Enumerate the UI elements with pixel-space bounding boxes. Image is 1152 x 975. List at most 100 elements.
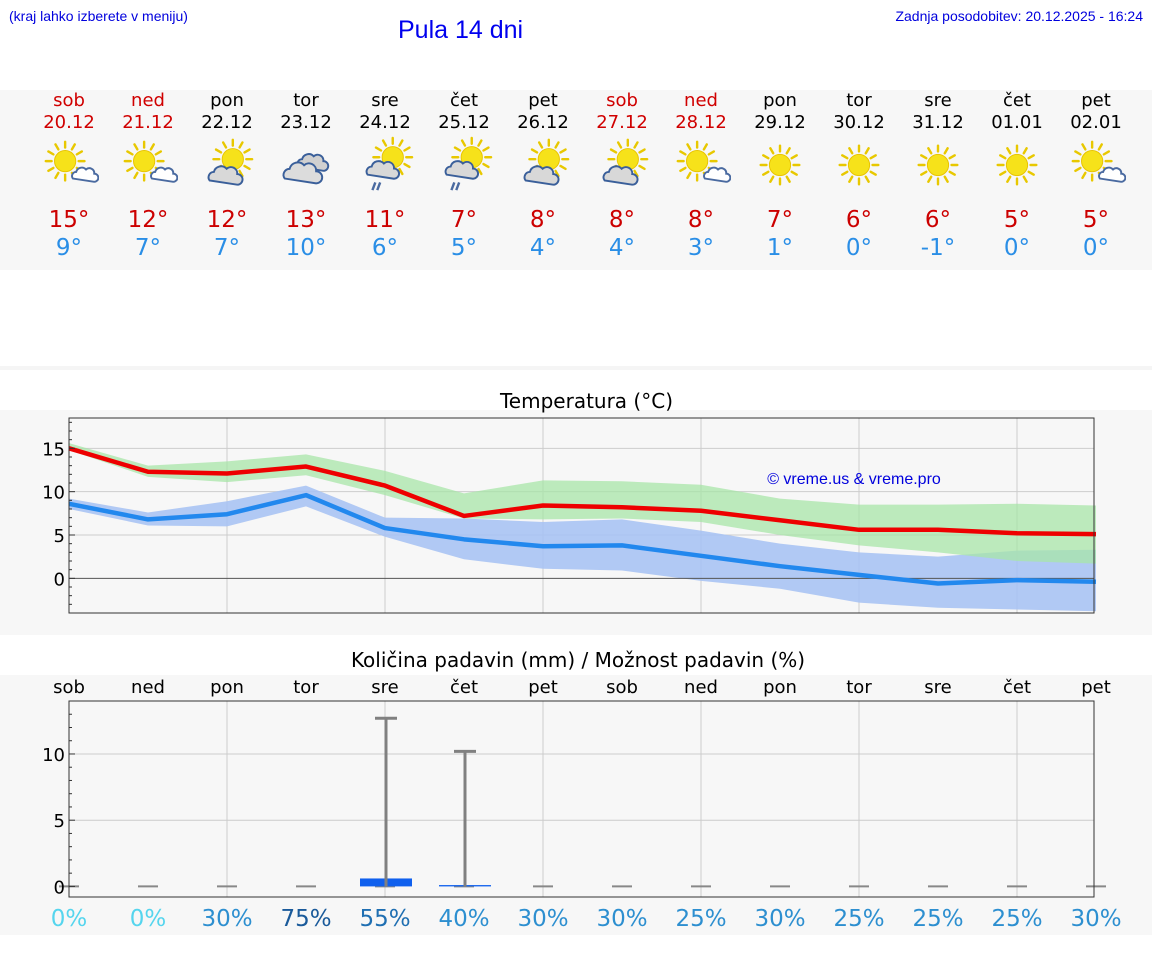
max-temperature: 7° — [766, 207, 794, 233]
day-name: pet — [1081, 90, 1111, 111]
sun-icon — [759, 144, 801, 186]
precipitation-y-tick-label: 10 — [42, 745, 65, 766]
day-column: sre 31.12 6° -1° — [898, 90, 978, 262]
min-temperature: 4° — [608, 235, 636, 261]
max-temperature: 5° — [1082, 207, 1110, 233]
day-name: sre — [924, 90, 952, 111]
max-temperature: 7° — [450, 207, 478, 233]
precipitation-day-label: sob — [53, 677, 85, 698]
min-temperature: 0° — [845, 235, 873, 261]
day-date: 01.01 — [991, 112, 1043, 133]
precipitation-probability-label: 30% — [517, 906, 568, 932]
temperature-y-tick-label: 10 — [42, 483, 65, 504]
sun-cloud-icon — [123, 140, 178, 183]
day-date: 22.12 — [201, 112, 253, 133]
precipitation-frame — [68, 700, 1095, 898]
precipitation-probability-label: 30% — [201, 906, 252, 932]
min-temperature: -1° — [920, 235, 956, 261]
min-temperature: 1° — [766, 235, 794, 261]
sun-icon — [917, 144, 959, 186]
sun-cloud-icon — [676, 140, 731, 183]
day-column: tor 23.12 13° 10° — [266, 90, 346, 262]
day-date: 02.01 — [1070, 112, 1122, 133]
precipitation-probability-label: 0% — [51, 906, 88, 932]
max-temperature: 6° — [845, 207, 873, 233]
temperature-y-tick-label: 5 — [54, 526, 65, 547]
day-name: čet — [1002, 90, 1032, 111]
location-hint: (kraj lahko izberete v meniju) — [9, 8, 188, 24]
min-temperature: 4° — [529, 235, 557, 261]
day-column: sob 27.12 8° 4° — [582, 90, 662, 262]
temperature-chart-title: Temperatura (°C) — [499, 389, 673, 413]
day-name: sob — [53, 90, 85, 111]
precipitation-probability-label: 40% — [438, 906, 489, 932]
day-name: sob — [606, 90, 638, 111]
max-temperature: 12° — [206, 207, 248, 233]
min-temperature-line — [68, 492, 1097, 586]
precipitation-y-tick-label: 5 — [54, 811, 65, 832]
max-temperature: 6° — [924, 207, 952, 233]
day-column: sre 24.12 11° 6° — [345, 90, 425, 262]
max-temperature: 13° — [285, 207, 327, 233]
day-date: 27.12 — [596, 112, 648, 133]
precipitation-probability-label: 25% — [675, 906, 726, 932]
day-column: pet 26.12 8° 4° — [503, 90, 583, 262]
precipitation-day-label: pon — [763, 677, 797, 698]
precipitation-day-label: tor — [293, 677, 319, 698]
day-date: 25.12 — [438, 112, 490, 133]
min-temperature: 6° — [371, 235, 399, 261]
day-column: ned 28.12 8° 3° — [661, 90, 741, 262]
day-name: tor — [846, 90, 872, 111]
temperature-y-tick-label: 0 — [54, 569, 65, 590]
precipitation-day-label: čet — [450, 677, 478, 698]
max-temperature: 12° — [127, 207, 169, 233]
min-temperature: 7° — [213, 235, 241, 261]
precipitation-probability-label: 75% — [280, 906, 331, 932]
day-date: 21.12 — [122, 112, 174, 133]
day-date: 30.12 — [833, 112, 885, 133]
precipitation-probability-label: 25% — [912, 906, 963, 932]
day-name: čet — [449, 90, 479, 111]
day-column: čet 01.01 5° 0° — [977, 90, 1057, 262]
day-column: čet 25.12 7° 5° — [424, 90, 504, 262]
max-temperature: 8° — [687, 207, 715, 233]
min-temperature-range-band — [69, 485, 1096, 612]
min-temperature: 0° — [1003, 235, 1031, 261]
temperature-frame — [68, 417, 1095, 614]
day-date: 23.12 — [280, 112, 332, 133]
day-date: 29.12 — [754, 112, 806, 133]
day-date: 24.12 — [359, 112, 411, 133]
min-temperature: 10° — [285, 235, 327, 261]
cloud-sun-icon — [602, 138, 649, 186]
cloud-sun-icon — [207, 138, 254, 186]
day-date: 26.12 — [517, 112, 569, 133]
cloud-sun-icon — [523, 138, 570, 186]
day-name: tor — [293, 90, 319, 111]
precipitation-chart-title: Količina padavin (mm) / Možnost padavin … — [351, 648, 805, 672]
page-title: Pula 14 dni — [398, 16, 524, 44]
max-temperature: 5° — [1003, 207, 1031, 233]
precipitation-day-label: sre — [924, 677, 951, 698]
precipitation-day-label: pon — [210, 677, 244, 698]
sun-cloud-icon — [1071, 140, 1126, 183]
precipitation-day-label: tor — [846, 677, 872, 698]
temperature-y-tick-label: 15 — [42, 439, 65, 460]
max-temperature: 15° — [48, 207, 90, 233]
precipitation-day-label: sob — [606, 677, 638, 698]
watermark: © vreme.us & vreme.pro — [767, 471, 941, 488]
sun-cloud-icon — [44, 140, 99, 183]
day-column: pon 29.12 7° 1° — [740, 90, 820, 262]
day-name: pon — [210, 90, 244, 111]
max-temperature: 8° — [529, 207, 557, 233]
min-temperature: 0° — [1082, 235, 1110, 261]
day-column: ned 21.12 12° 7° — [108, 90, 188, 262]
precipitation-day-label: pet — [528, 677, 558, 698]
sun-icon — [996, 144, 1038, 186]
day-name: pet — [528, 90, 558, 111]
day-column: pon 22.12 12° 7° — [187, 90, 267, 262]
day-name: sre — [371, 90, 399, 111]
day-date: 28.12 — [675, 112, 727, 133]
divider — [0, 366, 1152, 370]
precipitation-day-label: ned — [684, 677, 718, 698]
